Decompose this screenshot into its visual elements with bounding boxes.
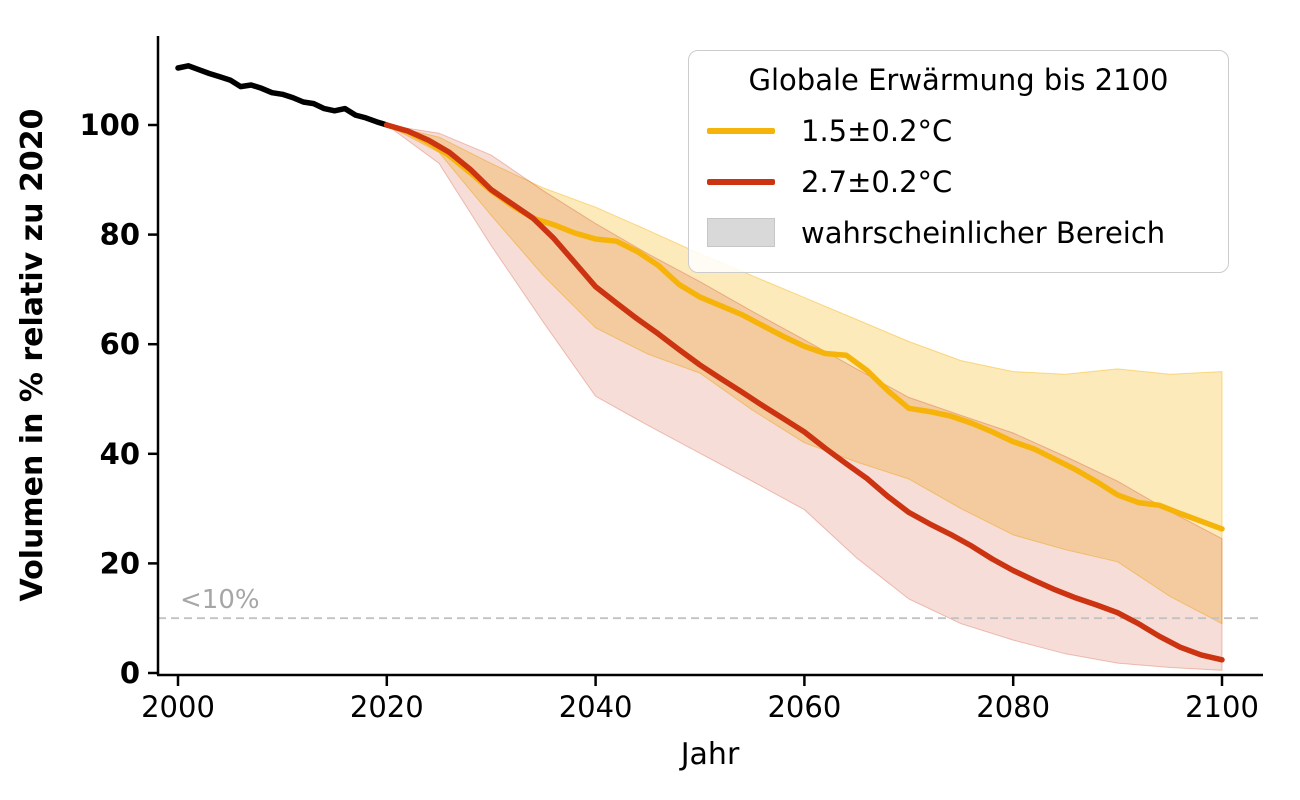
legend-item-1-5C: 1.5±0.2°C: [707, 105, 1210, 156]
threshold-label: <10%: [180, 585, 260, 615]
legend-item-likely-range: wahrscheinlicher Bereich: [707, 207, 1210, 258]
line-2.7±0.2°C: [384, 122, 1225, 663]
x-tick-label: 2080: [976, 690, 1050, 724]
y-tick-label: 0: [120, 656, 140, 690]
legend-swatch-2-7C: [707, 178, 775, 185]
legend-label-2-7C: 2.7±0.2°C: [801, 164, 953, 199]
yellow-line-swatch: [707, 127, 775, 134]
legend-swatch-1-5C: [707, 127, 775, 134]
y-tick-label: 20: [100, 546, 140, 580]
x-tick-label: 2060: [767, 690, 841, 724]
data-lines: [175, 63, 1225, 663]
line-Beobachtung 2000-2020: [175, 63, 390, 128]
y-axis-label: Volumen in % relativ zu 2020: [15, 109, 50, 602]
y-tick-label: 60: [100, 327, 140, 361]
uncertainty-bands: [386, 124, 1223, 671]
x-tick-label: 2000: [141, 690, 215, 724]
legend-title: Globale Erwärmung bis 2100: [748, 63, 1169, 97]
band-1.5±0.2°C: [386, 124, 1223, 625]
y-axis-ticks: 0 20 40 60 80 100: [79, 108, 158, 690]
x-axis-ticks: 2000 2020 2040 2060 2080 2100: [141, 675, 1259, 724]
legend-swatch-likely-range: [707, 218, 775, 247]
legend: Globale Erwärmung bis 2100 1.5±0.2°C 2.7…: [688, 50, 1229, 273]
x-axis-label: Jahr: [679, 737, 740, 772]
band-2.7±0.2°C: [386, 124, 1223, 671]
legend-label-1-5C: 1.5±0.2°C: [801, 113, 953, 148]
y-tick-label: 40: [100, 437, 140, 471]
legend-label-likely-range: wahrscheinlicher Bereich: [801, 215, 1166, 250]
legend-item-2-7C: 2.7±0.2°C: [707, 156, 1210, 207]
red-line-swatch: [707, 178, 775, 185]
x-tick-label: 2040: [559, 690, 633, 724]
y-tick-label: 80: [100, 218, 140, 252]
y-tick-label: 100: [79, 108, 140, 142]
x-tick-label: 2020: [350, 690, 424, 724]
gray-patch-swatch: [707, 218, 775, 247]
x-tick-label: 2100: [1185, 690, 1259, 724]
